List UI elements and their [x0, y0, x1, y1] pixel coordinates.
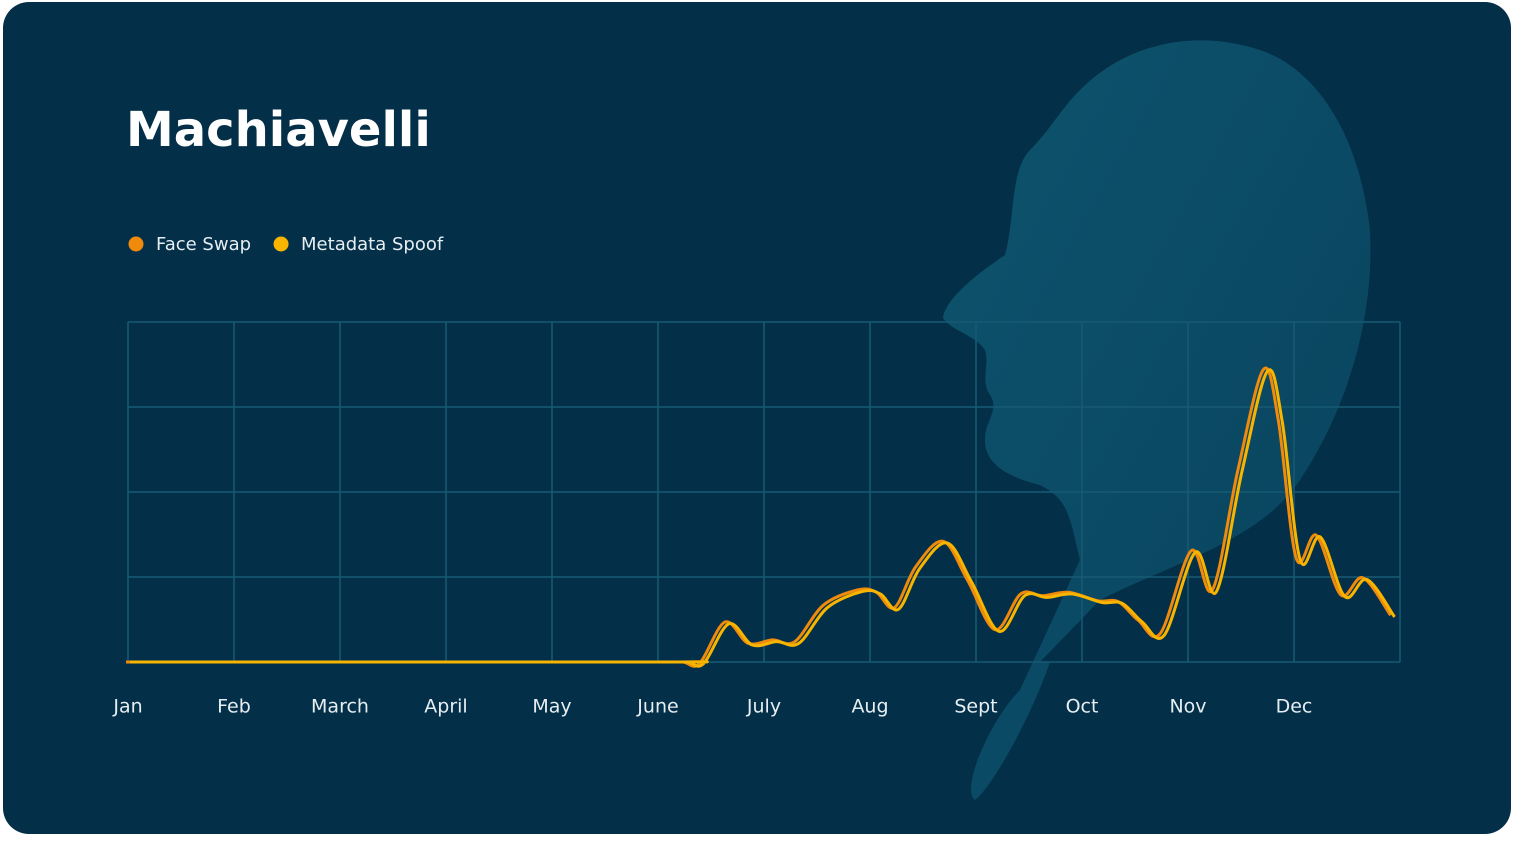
series-line	[126, 366, 1392, 668]
x-tick-label: July	[746, 696, 781, 718]
x-tick-label: Feb	[217, 696, 251, 718]
chart-title: Machiavelli	[126, 102, 431, 158]
silhouette	[943, 40, 1371, 801]
x-tick-label: Jan	[112, 696, 142, 718]
legend-label: Metadata Spoof	[301, 234, 444, 255]
legend-marker	[273, 236, 289, 252]
x-tick-label: April	[424, 696, 467, 718]
legend-label: Face Swap	[156, 234, 251, 255]
x-tick-label: May	[532, 696, 571, 718]
x-tick-label: June	[636, 696, 678, 718]
x-tick-label: Dec	[1276, 696, 1313, 718]
x-tick-label: Aug	[851, 696, 888, 718]
series-line	[130, 368, 1396, 668]
x-tick-label: March	[311, 696, 369, 718]
legend-marker	[128, 236, 144, 252]
x-tick-label: Sept	[954, 696, 997, 718]
x-tick-label: Oct	[1066, 696, 1099, 718]
x-tick-label: Nov	[1169, 696, 1206, 718]
